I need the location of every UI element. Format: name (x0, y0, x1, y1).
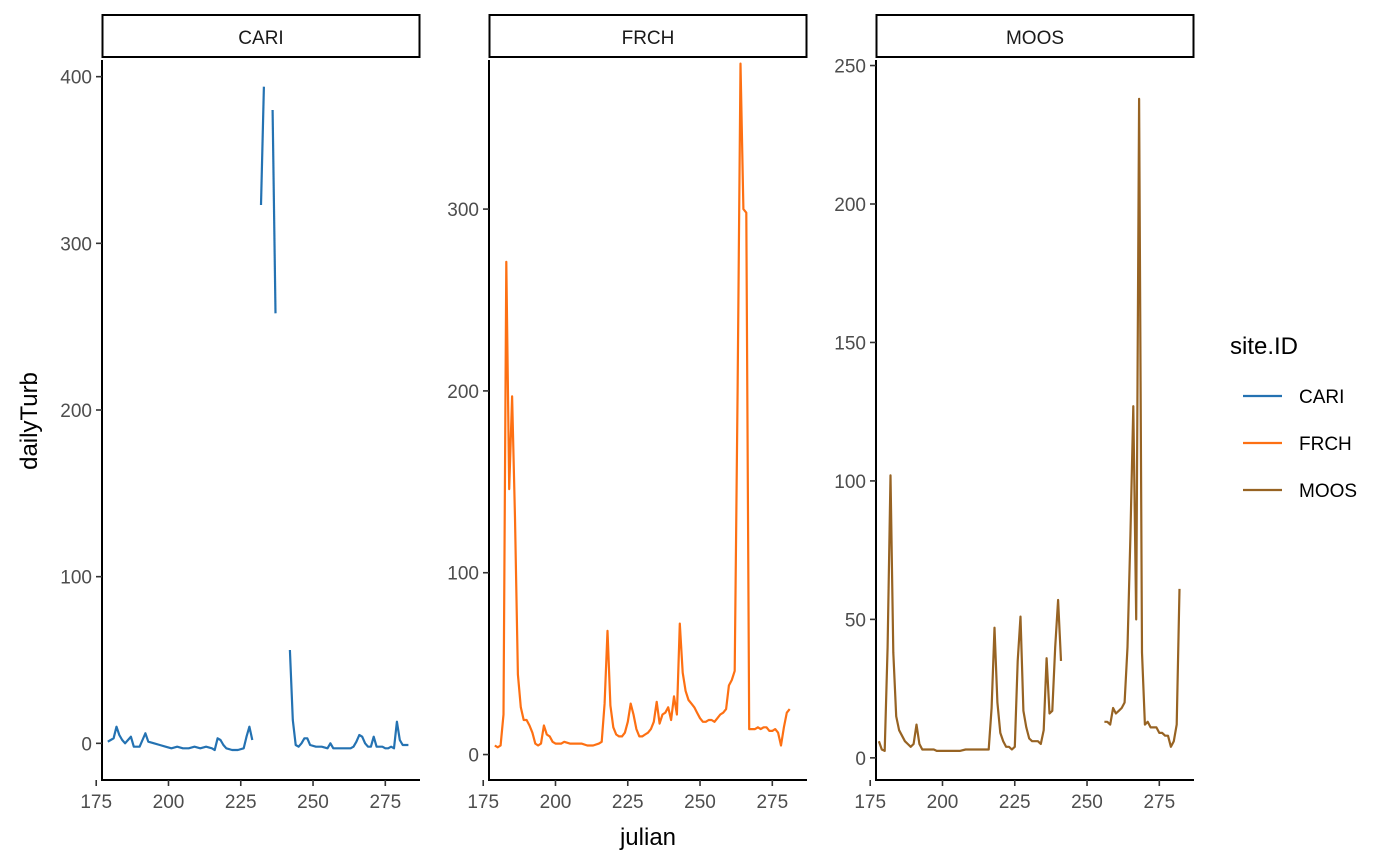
y-tick-label: 200 (834, 195, 866, 216)
facet-strip (488, 14, 808, 58)
legend-title: site.ID (1230, 333, 1298, 360)
y-axis-title: dailyTurb (16, 372, 43, 470)
facet-strip (875, 14, 1195, 58)
facet-panel-cari: CARI 0 100 200 300 400 175 200 225 250 275 (60, 14, 421, 813)
x-tick-label: 175 (854, 792, 886, 813)
x-tick-label: 175 (80, 792, 112, 813)
x-tick-label: 275 (756, 792, 788, 813)
series-line-cari-segment (288, 649, 409, 750)
y-tick-label: 0 (855, 749, 866, 770)
legend-label-moos: MOOS (1299, 481, 1357, 502)
facet-strip (101, 14, 421, 58)
chart-panels: CARI 0 100 200 300 400 175 200 225 250 275 FRCH 0 100… (60, 14, 1195, 813)
x-tick-label: 250 (297, 792, 329, 813)
series-line-cari-segment (271, 109, 277, 314)
series-line-frch-segment (494, 62, 791, 749)
y-tick-label: 150 (834, 333, 866, 354)
x-tick-label: 275 (369, 792, 401, 813)
facet-strip-label: FRCH (622, 28, 675, 49)
series-line-moos-segment (1104, 97, 1181, 748)
x-tick-label: 250 (684, 792, 716, 813)
x-tick-label: 225 (612, 792, 644, 813)
facet-panel-moos: MOOS 0 50 100 150 200 250 175 200 225 250 275 (834, 14, 1195, 813)
y-tick-label: 0 (468, 746, 479, 767)
x-tick-label: 200 (153, 792, 185, 813)
y-tick-label: 0 (81, 734, 92, 755)
x-tick-label: 200 (927, 792, 959, 813)
legend-label-frch: FRCH (1299, 434, 1352, 455)
series-line-cari-segment (259, 86, 265, 206)
x-tick-label: 225 (999, 792, 1031, 813)
y-tick-label: 200 (447, 382, 479, 403)
y-tick-label: 100 (60, 568, 92, 589)
y-tick-label: 300 (60, 234, 92, 255)
series-line-moos-segment (877, 474, 1063, 752)
series-line-cari-segment (107, 725, 254, 752)
facet-panel-frch: FRCH 0 100 200 300 175 200 225 250 275 (447, 14, 808, 813)
y-tick-label: 200 (60, 401, 92, 422)
x-tick-label: 250 (1071, 792, 1103, 813)
y-tick-label: 400 (60, 68, 92, 89)
y-tick-label: 100 (834, 472, 866, 493)
x-tick-label: 175 (467, 792, 499, 813)
y-tick-label: 250 (834, 57, 866, 78)
legend: site.ID CARI FRCH MOOS (1230, 333, 1357, 502)
facet-strip-label: MOOS (1006, 28, 1064, 49)
x-tick-label: 275 (1143, 792, 1175, 813)
legend-label-cari: CARI (1299, 387, 1344, 408)
x-tick-label: 200 (540, 792, 572, 813)
x-axis-title: julian (619, 824, 676, 851)
y-tick-label: 50 (845, 610, 866, 631)
facet-strip-label: CARI (238, 28, 283, 49)
x-tick-label: 225 (225, 792, 257, 813)
y-tick-label: 100 (447, 564, 479, 585)
y-tick-label: 300 (447, 200, 479, 221)
